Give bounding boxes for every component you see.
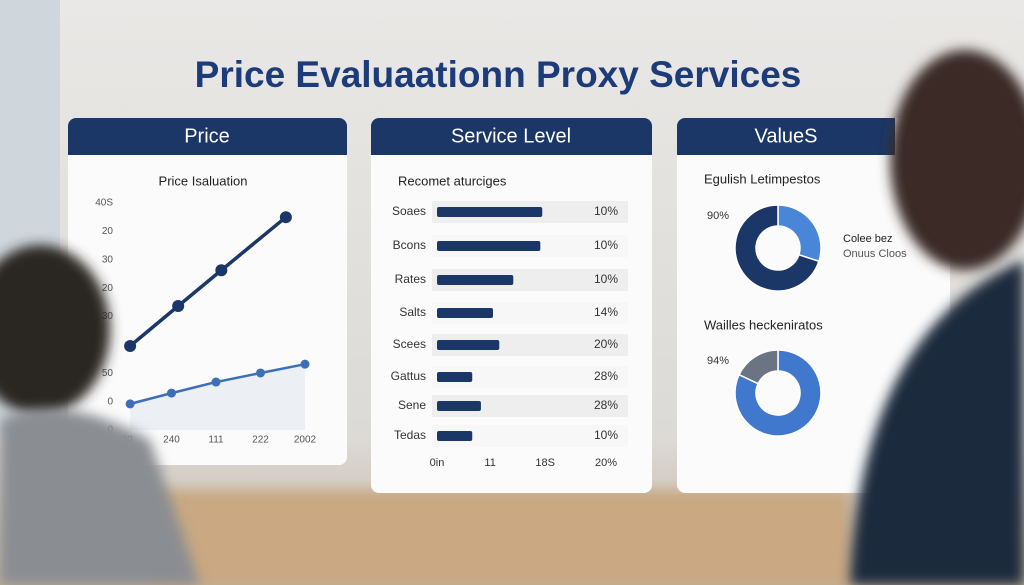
value-label: 10% [594,272,618,286]
panel-header [371,118,652,155]
x-tick-label: 111 [208,435,224,446]
category-label: Tedas [394,428,426,442]
area [130,364,305,430]
chart-title: Egulish Letimpestos [704,171,821,186]
bar [437,241,541,251]
x-tick-label: 2002 [294,435,317,446]
row-stripe [432,269,628,291]
category-label: Gattus [391,369,426,383]
category-label: Bcons [393,238,426,252]
panel-title: ValueS [754,125,817,147]
panel-title: Service Level [451,125,571,147]
category-label: Soaes [392,204,426,218]
value-label: 10% [594,428,618,442]
point [167,388,176,398]
row-stripe [432,425,628,447]
chart-title: Recomet aturciges [398,173,507,188]
panel-header [68,118,347,155]
value-label: 20% [594,337,618,351]
point [279,211,292,224]
bar [437,340,500,350]
marks: 00503020302040S202401112222002Soaes10%Bc… [95,198,907,469]
page-title: Price Evaluaationn Proxy Services [195,54,802,95]
bar [437,372,473,382]
line [128,215,287,348]
row-stripe [432,395,628,417]
point [211,377,221,387]
bar [437,308,494,318]
x-tick-label: 11 [484,457,495,469]
bar [437,207,543,217]
point [124,340,137,353]
category-label: Scees [393,337,426,351]
x-tick-label: 240 [163,435,180,446]
y-tick-label: 40S [95,198,113,209]
bar [437,401,481,411]
y-tick-label: 0 [107,396,113,407]
value-label: 14% [594,305,618,319]
table [150,490,850,585]
panel [68,118,347,465]
donut-segment [738,349,779,385]
point [215,264,228,277]
point [125,399,135,409]
people [0,50,1024,585]
y-tick-label: 20 [102,283,114,294]
row-stripe [432,334,628,356]
bar [437,275,514,285]
donut-segment [734,204,820,292]
chart-title: Wailles heckeniratos [704,317,823,332]
panel-title: Price [184,125,230,147]
point [300,359,310,369]
panel-header [677,118,895,155]
category-label: Rates [395,272,426,286]
x-tick-label: 222 [252,435,269,446]
row-stripe [432,366,628,388]
category-label: Sene [398,398,426,412]
value-label: 28% [594,398,618,412]
point [256,368,265,378]
value-label: 28% [594,369,618,383]
chart-title: Price Isaluation [159,173,248,188]
point [172,300,185,313]
row-stripe [432,302,628,324]
y-tick-label: 20 [102,226,114,237]
donut-label: 90% [707,210,729,222]
y-tick-label: 50 [102,368,114,379]
value-label: 10% [594,238,618,252]
y-tick-label: 30 [102,254,114,265]
donut-label: 94% [707,355,729,367]
value-label: 10% [594,204,618,218]
legend-label: Onuus Cloos [843,248,907,260]
legend-label: Colee bez [843,233,893,245]
x-tick-label: 20% [595,457,617,469]
x-tick-label: 18S [535,457,555,469]
donut-segment [734,349,822,437]
x-tick-label: 0in [430,457,445,469]
bar [437,431,473,441]
category-label: Salts [399,305,426,319]
